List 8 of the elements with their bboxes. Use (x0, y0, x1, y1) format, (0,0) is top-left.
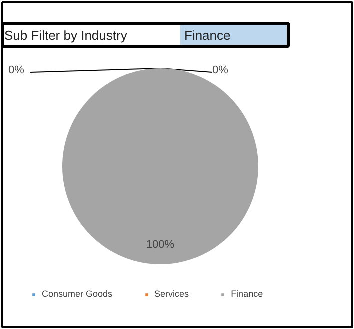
data-label: 100% (146, 238, 175, 251)
legend-label: Services (154, 289, 190, 299)
text: 0% (212, 64, 228, 76)
text: 0% (8, 64, 24, 76)
legend-label: Finance (231, 289, 264, 299)
legend-label: Consumer Goods (42, 289, 113, 299)
text: Finance (184, 28, 231, 43)
text: Sub Filter by Industry (4, 28, 128, 43)
